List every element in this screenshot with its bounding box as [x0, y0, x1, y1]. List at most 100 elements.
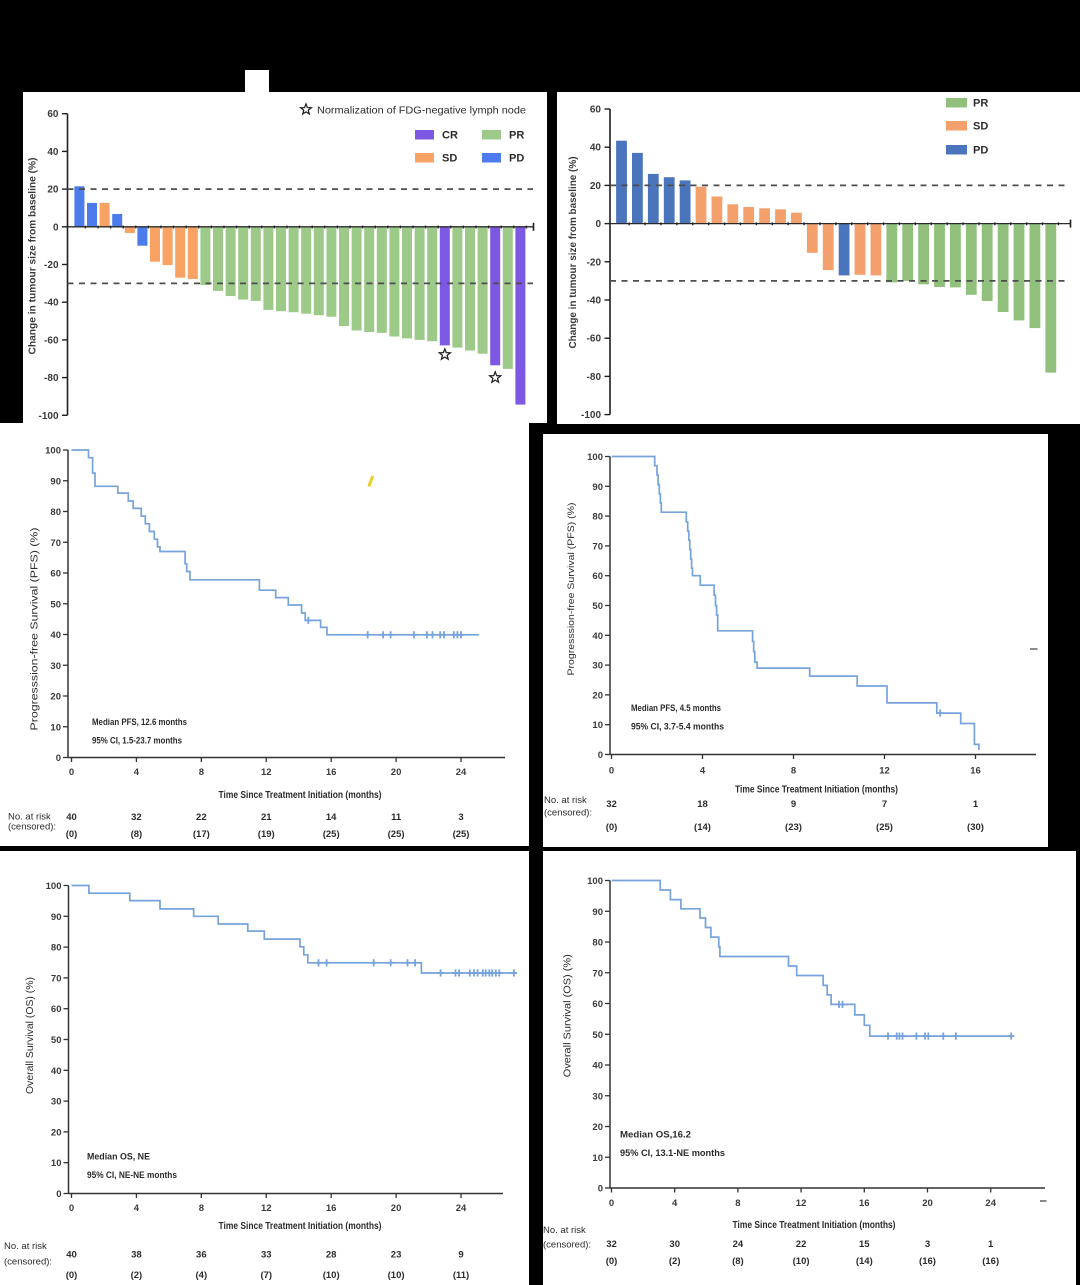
svg-text:40: 40: [66, 812, 77, 823]
svg-text:90: 90: [50, 476, 61, 487]
svg-text:40: 40: [47, 147, 59, 158]
svg-text:50: 50: [592, 601, 603, 612]
svg-text:40: 40: [590, 143, 602, 154]
svg-text:20: 20: [592, 690, 603, 701]
svg-text:30: 30: [50, 661, 61, 672]
svg-text:33: 33: [261, 1249, 272, 1260]
svg-text:(25): (25): [323, 829, 340, 840]
svg-text:30: 30: [592, 660, 603, 671]
svg-text:0: 0: [69, 1203, 74, 1214]
svg-text:(10): (10): [323, 1270, 340, 1281]
svg-text:30: 30: [51, 1096, 62, 1107]
svg-text:40: 40: [66, 1249, 77, 1260]
svg-text:(0): (0): [66, 1270, 78, 1281]
svg-text:14: 14: [326, 812, 337, 823]
svg-text:90: 90: [51, 911, 62, 922]
svg-text:No. at risk: No. at risk: [8, 812, 51, 823]
svg-text:16: 16: [326, 767, 337, 778]
svg-text:20: 20: [922, 1198, 933, 1209]
svg-text:Median OS,16.2: Median OS,16.2: [620, 1129, 691, 1140]
svg-text:0: 0: [56, 1189, 61, 1200]
svg-text:0: 0: [598, 750, 603, 761]
svg-text:24: 24: [456, 767, 467, 778]
svg-text:Overall Survival (OS) (%): Overall Survival (OS) (%): [25, 977, 36, 1094]
svg-text:-60: -60: [44, 335, 59, 346]
svg-text:(11): (11): [453, 1270, 469, 1281]
svg-text:(censored):: (censored):: [8, 822, 56, 833]
svg-text:7: 7: [882, 799, 887, 810]
svg-text:Time Since Treatment Initiatio: Time Since Treatment Initiation (months): [735, 784, 898, 795]
svg-text:40: 40: [592, 1060, 603, 1071]
svg-text:10: 10: [50, 722, 61, 733]
svg-text:4: 4: [672, 1198, 678, 1209]
svg-text:18: 18: [697, 799, 708, 810]
svg-text:Progresssion-free Survival (PF: Progresssion-free Survival (PFS) (%): [566, 502, 577, 675]
svg-text:20: 20: [592, 1122, 603, 1133]
svg-text:10: 10: [51, 1158, 62, 1169]
svg-text:Overall Survival (OS) (%): Overall Survival (OS) (%): [563, 954, 574, 1077]
svg-text:No. at risk: No. at risk: [4, 1241, 47, 1252]
svg-text:-60: -60: [587, 334, 602, 345]
svg-text:No. at risk: No. at risk: [543, 1225, 586, 1236]
svg-text:40: 40: [592, 630, 603, 641]
svg-text:80: 80: [592, 511, 603, 522]
svg-text:60: 60: [592, 571, 603, 582]
svg-text:-20: -20: [587, 257, 602, 268]
svg-text:22: 22: [796, 1239, 807, 1250]
svg-text:80: 80: [592, 937, 603, 948]
svg-text:20: 20: [391, 1203, 402, 1214]
svg-text:Median OS, NE: Median OS, NE: [87, 1151, 150, 1162]
svg-text:24: 24: [733, 1239, 744, 1250]
svg-text:21: 21: [261, 812, 272, 823]
svg-text:10: 10: [592, 1152, 603, 1163]
svg-text:80: 80: [50, 507, 61, 518]
svg-text:60: 60: [592, 999, 603, 1010]
svg-text:PR: PR: [973, 98, 988, 110]
svg-text:-20: -20: [44, 260, 59, 271]
svg-text:(2): (2): [669, 1256, 681, 1267]
svg-text:50: 50: [592, 1029, 603, 1040]
svg-text:30: 30: [669, 1239, 680, 1250]
svg-text:(10): (10): [388, 1270, 405, 1281]
svg-text:-40: -40: [44, 298, 59, 309]
svg-text:(7): (7): [260, 1270, 272, 1281]
svg-text:Time Since Treatment Initiatio: Time Since Treatment Initiation (months): [219, 790, 382, 801]
svg-text:32: 32: [131, 812, 142, 823]
svg-text:(23): (23): [785, 822, 802, 833]
svg-text:1: 1: [973, 799, 979, 810]
svg-text:4: 4: [134, 1203, 140, 1214]
svg-text:4: 4: [134, 767, 140, 778]
svg-text:60: 60: [47, 109, 59, 120]
svg-text:38: 38: [131, 1249, 142, 1260]
svg-text:(25): (25): [876, 822, 893, 833]
svg-text:95% CI, 3.7-5.4 months: 95% CI, 3.7-5.4 months: [631, 721, 724, 732]
svg-text:(19): (19): [258, 829, 275, 840]
svg-text:8: 8: [791, 765, 796, 776]
svg-text:(0): (0): [606, 822, 618, 833]
svg-text:70: 70: [592, 968, 603, 979]
svg-text:20: 20: [391, 767, 402, 778]
svg-text:No. at risk: No. at risk: [544, 795, 587, 806]
svg-text:8: 8: [735, 1198, 740, 1209]
svg-text:-40: -40: [587, 296, 602, 307]
svg-text:20: 20: [50, 692, 61, 703]
svg-text:10: 10: [592, 720, 603, 731]
svg-text:3: 3: [925, 1239, 930, 1250]
svg-text:20: 20: [47, 185, 59, 196]
svg-text:4: 4: [700, 765, 706, 776]
svg-text:(censored):: (censored):: [4, 1256, 52, 1267]
svg-text:PD: PD: [509, 153, 524, 165]
svg-text:23: 23: [391, 1249, 402, 1260]
svg-text:16: 16: [326, 1203, 337, 1214]
svg-text:16: 16: [859, 1198, 870, 1209]
svg-text:70: 70: [51, 973, 62, 984]
svg-text:(8): (8): [131, 829, 143, 840]
svg-text:80: 80: [51, 942, 62, 953]
svg-text:(10): (10): [793, 1256, 810, 1267]
svg-text:12: 12: [879, 765, 890, 776]
svg-text:(25): (25): [388, 829, 405, 840]
svg-text:100: 100: [46, 881, 62, 892]
svg-text:(2): (2): [131, 1270, 143, 1281]
svg-text:32: 32: [606, 799, 617, 810]
svg-text:Median PFS, 4.5 months: Median PFS, 4.5 months: [631, 703, 721, 714]
